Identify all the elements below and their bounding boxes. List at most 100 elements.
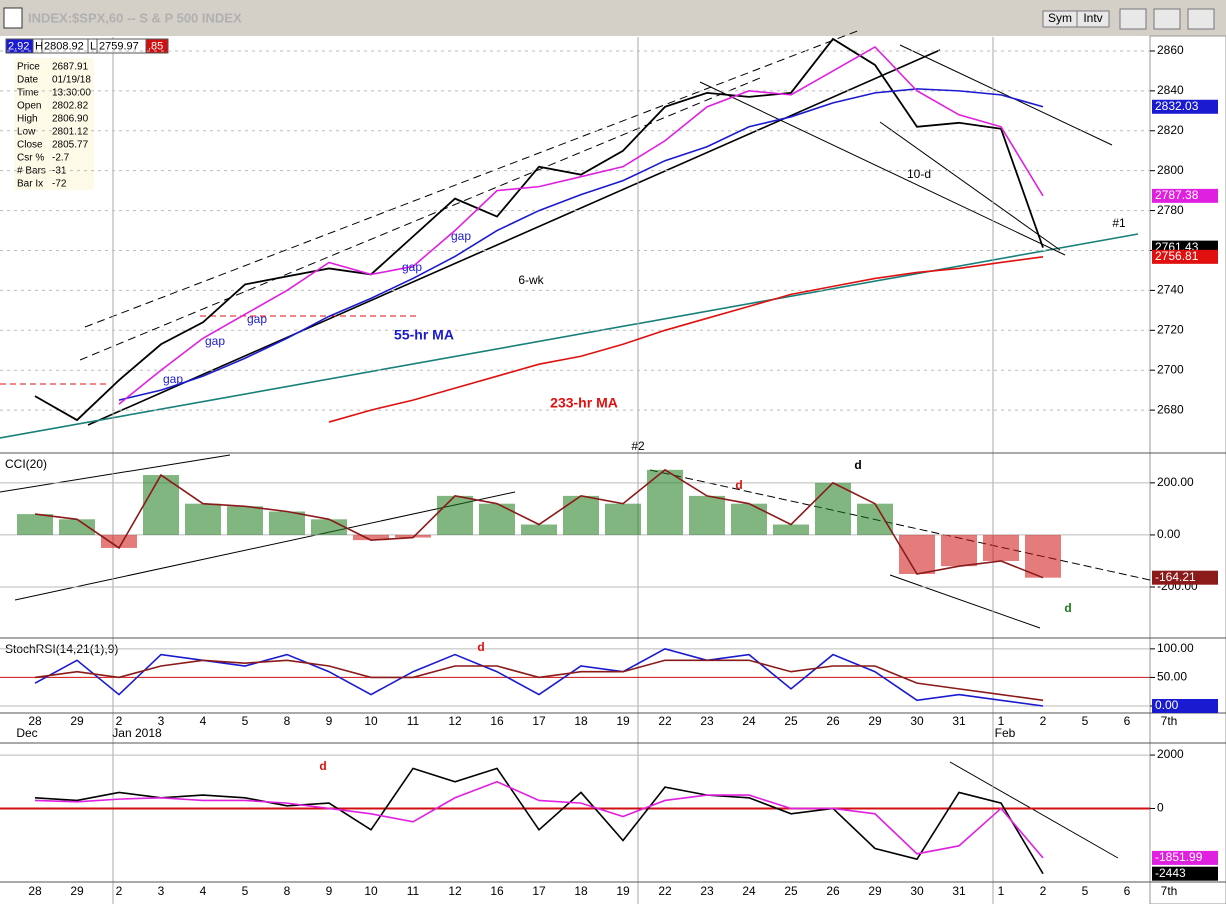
histogram-bar (983, 534, 1019, 561)
x-tick-label: 29 (868, 884, 882, 898)
month-label: Dec (16, 726, 37, 740)
info-label: Bar Ix (17, 179, 43, 190)
y-tick-label: 50.00 (1157, 670, 1187, 684)
trend-line (699, 81, 1066, 256)
x-tick-label: 5 (1082, 714, 1089, 728)
histogram-bar (689, 495, 725, 535)
x-tick-label: 1 (998, 714, 1005, 728)
last-value-box (1152, 866, 1218, 881)
x-tick-label: 10 (364, 714, 378, 728)
x-tick-label: 31 (952, 884, 966, 898)
x-tick-label: 4 (200, 884, 207, 898)
x-tick-label: 4 (200, 714, 207, 728)
x-tick-label: 25 (784, 884, 798, 898)
x-tick-label: 19 (616, 714, 630, 728)
x-tick-label: 1 (998, 884, 1005, 898)
annotation: d (1064, 601, 1071, 615)
toolbar-value: 2.92 (8, 40, 29, 52)
intv-button[interactable] (1076, 10, 1110, 28)
info-value: 2801.12 (52, 127, 89, 138)
x-tick-label: 17 (532, 884, 546, 898)
sym-label: Sym (1048, 11, 1072, 25)
histogram-bar (773, 524, 809, 535)
toolbar-value: .85 (148, 40, 163, 52)
info-value: -2.7 (52, 153, 70, 164)
histogram-bar (437, 495, 473, 535)
y-tick-label: 2000 (1157, 747, 1184, 761)
trend-line (899, 44, 1113, 146)
x-tick-label: 23 (700, 884, 714, 898)
x-tick-label: 24 (742, 714, 756, 728)
x-tick-label: 24 (742, 884, 756, 898)
x-tick-label: 29 (70, 884, 84, 898)
series-line (34, 780, 1044, 859)
x-tick-label: 29 (868, 714, 882, 728)
x-tick-label: 6 (1124, 884, 1131, 898)
last-value-box (1152, 699, 1218, 713)
x-tick-label: 28 (28, 714, 42, 728)
info-label: Open (17, 101, 41, 112)
x-tick-label: 8 (284, 714, 291, 728)
x-tick-label: 30 (910, 714, 924, 728)
histogram-bar (185, 503, 221, 535)
x-tick-label: 2 (1040, 884, 1047, 898)
info-box (14, 58, 94, 190)
x-tick-label: 26 (826, 714, 840, 728)
cci-trend (14, 491, 516, 601)
x-tick-label: 17 (532, 714, 546, 728)
info-label: Close (17, 140, 43, 151)
x-tick-label: 18 (574, 714, 588, 728)
y-tick-label: 0 (1157, 801, 1164, 815)
cci-trend (649, 469, 1151, 581)
y-tick-label: 200.00 (1157, 475, 1194, 489)
annotation: 10-d (907, 167, 931, 181)
trend-line (87, 49, 941, 426)
trend-lines (0, 29, 1151, 859)
x-tick-label: 23 (700, 714, 714, 728)
histogram-bar (227, 506, 263, 535)
x-tick-label: 5 (1082, 884, 1089, 898)
last-value-box (1152, 188, 1218, 203)
x-tick-label: 5 (242, 884, 249, 898)
annotation: 233-hr MA (550, 395, 618, 411)
maximize-button[interactable] (1153, 8, 1181, 30)
series-line (118, 88, 1044, 401)
histogram-bar (101, 534, 137, 548)
annotation: gap (205, 334, 225, 348)
x-tick-label: 28 (28, 884, 42, 898)
last-value-box (1152, 249, 1218, 264)
x-tick-label: 3 (158, 714, 165, 728)
x-tick-label: 25 (784, 714, 798, 728)
minimize-button[interactable] (1119, 8, 1147, 30)
annotation: gap (163, 372, 183, 386)
histogram-bar (605, 503, 641, 535)
histogram-bar (647, 469, 683, 535)
close-button[interactable] (1187, 8, 1215, 30)
histogram-bar (311, 519, 347, 535)
annotation: 55-hr MA (394, 327, 454, 343)
annotation: gap (402, 260, 422, 274)
series-line (34, 767, 1044, 875)
x-tick-label: 6 (1124, 714, 1131, 728)
info-label: # Bars (17, 166, 46, 177)
panel-title: CCI(20) (5, 457, 47, 471)
app-icon (3, 7, 23, 29)
histogram-bar (395, 534, 431, 538)
info-label: High (17, 114, 38, 125)
info-value: 2687.91 (52, 62, 89, 73)
x-tick-label: 3 (158, 884, 165, 898)
y-tick-label: 2780 (1157, 203, 1184, 217)
annotation: d (477, 640, 484, 654)
annotation: d (735, 478, 742, 492)
histogram-bar (815, 482, 851, 535)
histogram-bar (941, 534, 977, 567)
histogram-bar (1025, 534, 1061, 578)
x-tick-label: 2 (116, 884, 123, 898)
month-label: Jan 2018 (112, 726, 162, 740)
cci-trend (0, 454, 231, 493)
x-tick-label: 30 (910, 884, 924, 898)
x-tick-label: 22 (658, 714, 672, 728)
histogram-bar (479, 503, 515, 535)
x-tick-label: 2 (1040, 714, 1047, 728)
x-tick-label: 22 (658, 884, 672, 898)
